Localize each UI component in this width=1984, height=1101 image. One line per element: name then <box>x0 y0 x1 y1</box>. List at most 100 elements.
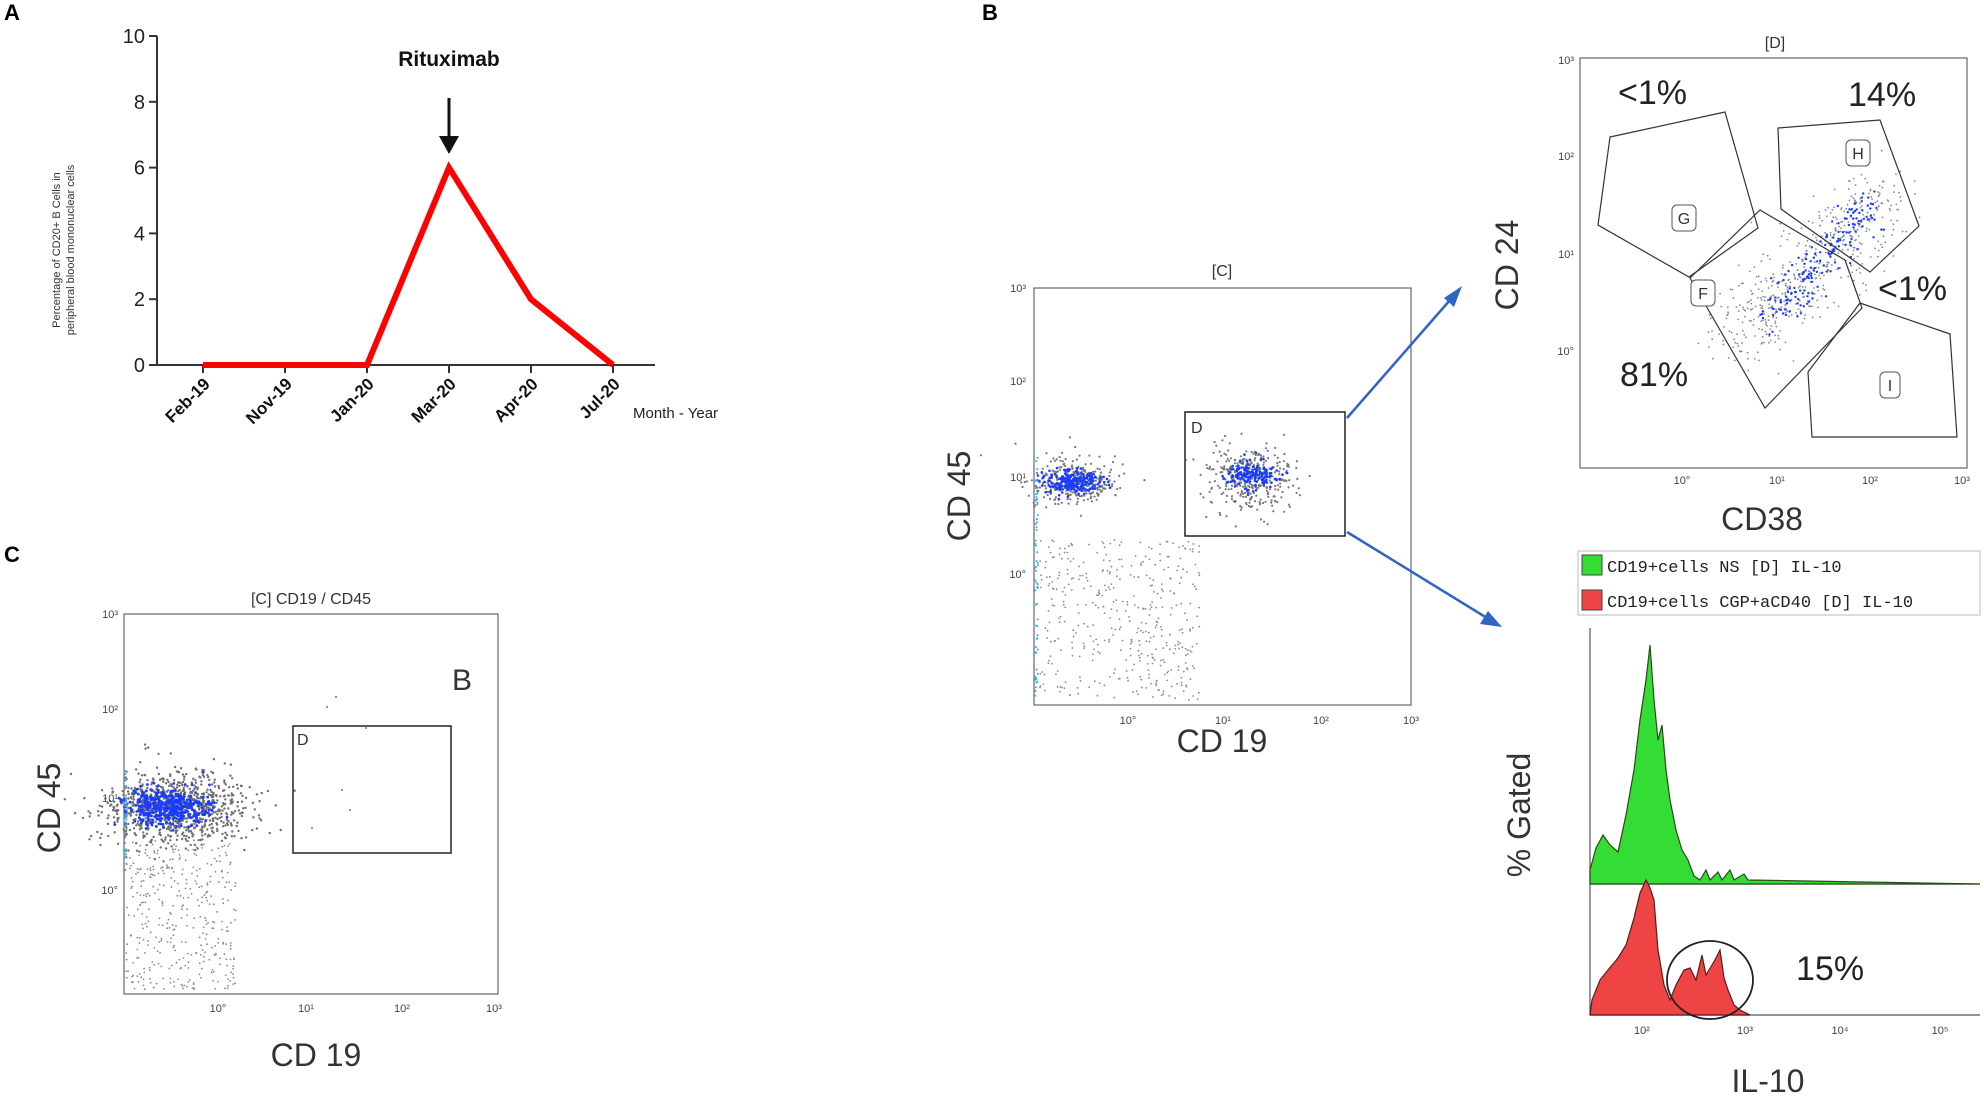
event-dot <box>1051 604 1054 606</box>
event-dot <box>1181 646 1184 648</box>
event-dot <box>140 880 143 883</box>
event-dot <box>1052 556 1055 559</box>
event-dot <box>126 906 128 909</box>
event-dot <box>1076 603 1079 606</box>
y-tick-label: 10° <box>1557 346 1574 358</box>
event-dot <box>147 892 150 895</box>
event-dot <box>164 794 168 797</box>
event-dot <box>177 978 180 980</box>
event-dot <box>224 824 227 827</box>
event-dot <box>224 987 226 990</box>
event-dot <box>1096 551 1099 554</box>
event-dot <box>224 802 227 806</box>
event-dot <box>1837 252 1840 255</box>
event-dot <box>1253 479 1257 483</box>
event-dot <box>1756 351 1759 354</box>
event-dot <box>1058 488 1061 491</box>
event-dot <box>195 854 198 857</box>
event-dot <box>1245 465 1248 468</box>
event-dot <box>187 961 190 964</box>
event-dot <box>149 931 152 934</box>
event-dot <box>1060 484 1063 488</box>
event-dot <box>180 917 183 919</box>
event-dot <box>1135 690 1138 693</box>
event-dot <box>1880 243 1882 246</box>
event-dot <box>1257 486 1260 489</box>
event-dot <box>1051 539 1054 542</box>
event-dot <box>169 809 173 813</box>
event-dot <box>124 868 127 871</box>
event-dot <box>1873 190 1876 193</box>
event-dot <box>1862 213 1864 216</box>
event-dot <box>145 789 148 793</box>
event-dot <box>127 797 130 800</box>
event-dot <box>1781 280 1783 283</box>
event-dot <box>1174 697 1177 699</box>
event-dot <box>1046 629 1049 632</box>
event-dot <box>1860 219 1863 223</box>
event-dot <box>1181 631 1184 634</box>
event-dot <box>1869 214 1873 217</box>
event-dot <box>1051 581 1054 583</box>
event-dot <box>170 913 172 915</box>
event-dot <box>1239 478 1242 481</box>
event-dot <box>1078 612 1080 614</box>
event-dot <box>1210 487 1213 490</box>
event-dot <box>244 796 248 800</box>
event-dot <box>1151 601 1153 603</box>
event-dot <box>1103 546 1106 549</box>
event-dot <box>1225 515 1228 518</box>
event-dot <box>100 789 104 792</box>
event-dot <box>1191 548 1194 550</box>
event-dot <box>127 792 130 796</box>
event-dot <box>169 829 172 832</box>
event-dot <box>181 783 184 787</box>
event-dot <box>1108 638 1110 641</box>
event-dot <box>1841 249 1844 251</box>
event-dot <box>193 787 196 790</box>
event-dot <box>240 814 244 818</box>
event-dot <box>1774 312 1777 315</box>
event-dot <box>1079 676 1081 679</box>
event-dot <box>228 843 231 845</box>
event-dot <box>1090 495 1093 498</box>
legend: CD19+cells NS [D] IL-10 CD19+cells CGP+a… <box>1577 550 1981 616</box>
event-dot <box>1833 301 1835 304</box>
event-dot <box>1855 217 1858 220</box>
event-dot <box>279 828 282 832</box>
event-dot <box>1053 472 1057 476</box>
event-dot <box>1108 471 1111 474</box>
event-dot <box>224 851 227 854</box>
event-dot <box>140 794 144 798</box>
event-dot <box>152 885 155 888</box>
event-dot <box>1118 474 1121 477</box>
legend-swatch-cgp <box>1581 589 1603 611</box>
event-dot <box>1149 577 1151 579</box>
event-dot <box>1177 640 1179 643</box>
event-dot <box>154 820 157 823</box>
event-dot <box>116 812 119 816</box>
event-dot <box>111 791 114 794</box>
event-dot <box>1125 670 1128 672</box>
event-dot <box>207 800 211 803</box>
event-dot <box>1817 266 1820 269</box>
event-dot <box>1823 274 1825 277</box>
event-dot <box>173 843 175 846</box>
event-dot <box>1847 275 1850 278</box>
event-dot <box>229 944 232 947</box>
event-dot <box>165 805 169 808</box>
event-dot <box>153 857 156 861</box>
event-dot <box>1225 460 1228 463</box>
event-dot <box>1049 490 1052 493</box>
event-dot <box>1250 474 1254 478</box>
event-dot <box>1086 625 1089 628</box>
event-dot <box>1137 693 1139 696</box>
event-dot <box>1833 206 1835 209</box>
event-dot <box>214 811 217 814</box>
event-dot <box>1054 459 1057 462</box>
event-dot <box>1069 498 1072 501</box>
event-dot <box>113 800 116 803</box>
event-dot <box>1090 500 1093 503</box>
event-dot <box>1182 690 1185 693</box>
